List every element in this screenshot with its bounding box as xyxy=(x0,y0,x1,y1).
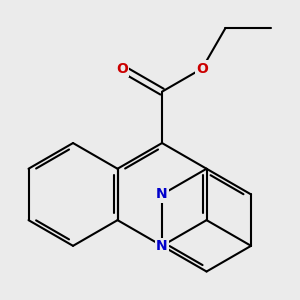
Text: O: O xyxy=(196,61,208,76)
Text: N: N xyxy=(156,239,168,253)
Text: N: N xyxy=(156,188,168,201)
Text: O: O xyxy=(116,61,128,76)
